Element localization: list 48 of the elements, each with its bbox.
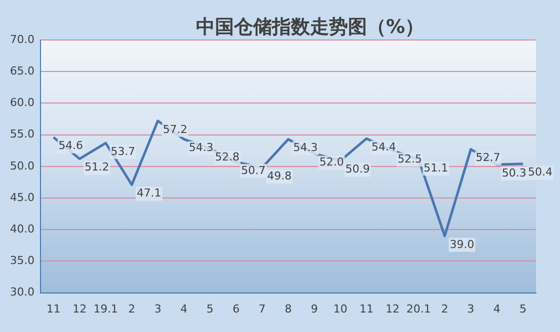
- x-tick-label: 3: [467, 302, 474, 316]
- x-tick-label: 6: [232, 302, 240, 316]
- x-tick-label: 5: [519, 302, 526, 316]
- chart-title: 中国仓储指数走势图（%）: [196, 16, 424, 38]
- x-tick-label: 5: [206, 302, 214, 316]
- x-tick-label: 9: [310, 302, 318, 316]
- data-label: 51.2: [84, 160, 110, 174]
- data-label: 50.4: [528, 166, 552, 179]
- x-tick-label: 11: [359, 302, 374, 316]
- x-tick-label: 4: [493, 302, 500, 316]
- x-tick-label: 11: [46, 302, 61, 316]
- data-label: 50.3: [502, 166, 526, 180]
- x-tick-label: 20.1: [406, 302, 431, 316]
- data-label: 54.4: [371, 140, 396, 154]
- data-label: 54.6: [58, 139, 84, 152]
- y-tick-label: 65.0: [10, 64, 34, 78]
- data-label: 54.3: [293, 141, 318, 154]
- x-tick-label: 19.1: [93, 302, 118, 316]
- y-tick-label: 35.0: [10, 254, 34, 268]
- y-tick-label: 50.0: [10, 159, 34, 172]
- data-label: 50.7: [241, 164, 266, 177]
- y-tick-label: 30.0: [10, 286, 34, 299]
- data-label: 53.7: [110, 144, 136, 158]
- y-tick-label: 55.0: [10, 128, 34, 141]
- y-tick-label: 70.0: [10, 32, 34, 46]
- x-tick-label: 8: [284, 302, 292, 316]
- x-tick-label: 12: [72, 302, 87, 316]
- x-tick-label: 7: [258, 302, 266, 316]
- y-tick-label: 60.0: [10, 96, 34, 110]
- x-tick-label: 2: [441, 302, 448, 316]
- data-label: 49.8: [267, 170, 292, 183]
- data-label: 52.7: [476, 151, 500, 164]
- x-tick-label: 2: [128, 302, 136, 316]
- x-tick-label: 10: [333, 302, 348, 316]
- data-label: 52.8: [215, 150, 240, 164]
- data-label: 52.5: [398, 152, 422, 166]
- data-label: 54.3: [188, 141, 214, 154]
- data-label: 50.9: [345, 162, 370, 176]
- data-label: 52.0: [319, 156, 344, 169]
- x-tick-label: 4: [180, 302, 188, 316]
- x-tick-label: 12: [386, 302, 400, 316]
- data-label: 39.0: [450, 238, 474, 251]
- data-label: 57.2: [162, 122, 188, 136]
- x-tick-label: 3: [154, 302, 162, 316]
- y-tick-label: 40.0: [10, 222, 34, 236]
- data-label: 47.1: [136, 186, 162, 200]
- y-tick-label: 45.0: [10, 190, 34, 204]
- data-label: 51.1: [424, 161, 448, 174]
